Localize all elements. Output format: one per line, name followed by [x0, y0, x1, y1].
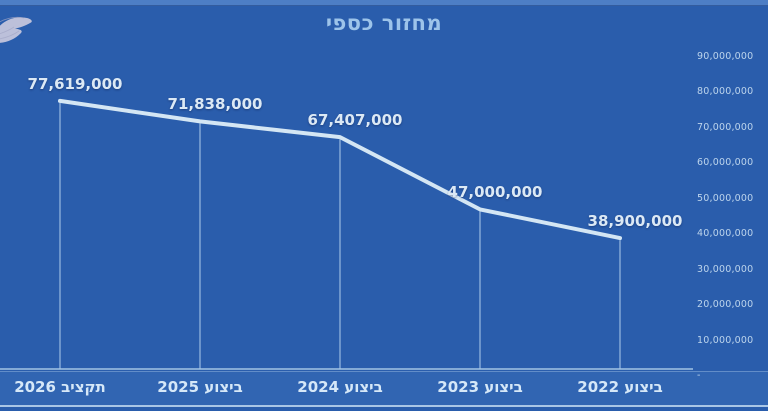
data-label-2024: 67,407,000: [307, 111, 403, 130]
y-tick: 20,000,000: [697, 299, 754, 311]
y-tick: 40,000,000: [697, 228, 754, 240]
y-tick: 30,000,000: [697, 263, 754, 275]
y-tick: 10,000,000: [697, 334, 754, 346]
y-tick: 60,000,000: [697, 157, 754, 169]
y-tick: 50,000,000: [697, 192, 754, 204]
x-label-actual-2024: ביצוע 2024: [297, 378, 383, 396]
y-tick: 90,000,000: [697, 51, 754, 62]
y-tick: -: [697, 370, 701, 381]
y-axis: 90,000,000 80,000,000 70,000,000 60,000,…: [697, 0, 763, 411]
data-label-2026: 77,619,000: [27, 74, 123, 93]
x-label-actual-2022: ביצוע 2022: [577, 378, 663, 396]
x-label-actual-2023: ביצוע 2023: [437, 378, 523, 396]
x-label-budget-2026: תקציב 2026: [14, 378, 106, 396]
x-axis-band: תקציב 2026 ביצוע 2025 ביצוע 2024 ביצוע 2…: [0, 371, 768, 407]
data-label-2023: 47,000,000: [447, 183, 543, 202]
chart-title: מחזור כספי: [325, 11, 443, 35]
dove-wing-logo-icon: [0, 16, 32, 43]
x-label-actual-2025: ביצוע 2025: [157, 378, 243, 396]
top-border-strip: [0, 0, 768, 6]
data-label-2025: 71,838,000: [167, 95, 263, 114]
y-tick: 70,000,000: [697, 121, 754, 133]
data-label-2022: 38,900,000: [587, 212, 683, 231]
y-tick: 80,000,000: [697, 86, 754, 98]
